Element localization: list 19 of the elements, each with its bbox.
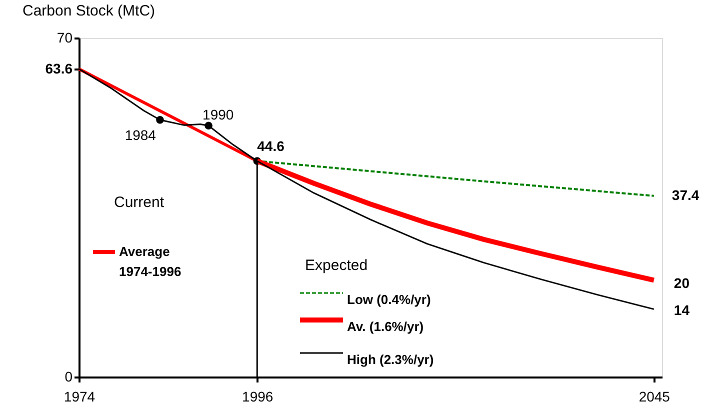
annotation: 37.4 [672, 186, 700, 203]
annotation: Current [114, 194, 165, 211]
legend-label: High (2.3%/yr) [347, 352, 434, 367]
y-axis-title: Carbon Stock (MtC) [22, 2, 156, 20]
annotation: 1984 [124, 126, 156, 143]
legend-label: Av. (1.6%/yr) [347, 319, 424, 334]
x-tick-label: 1996 [242, 388, 274, 404]
annotation: 1990 [202, 106, 234, 123]
legend-label: Low (0.4%/yr) [347, 292, 431, 307]
y-tick-label: 0 [64, 368, 73, 384]
x-tick-label: 2045 [638, 388, 670, 404]
legend-title: Expected [305, 257, 368, 274]
annotation: 44.6 [257, 138, 285, 154]
y-tick-label: 70 [56, 30, 73, 46]
annotation: 14 [674, 302, 690, 318]
legend-label: Average 1974-1996 [119, 244, 182, 279]
annotation: 20 [674, 275, 690, 292]
x-tick-label: 1974 [64, 388, 96, 404]
y-tick-label: 63.6 [45, 60, 73, 76]
